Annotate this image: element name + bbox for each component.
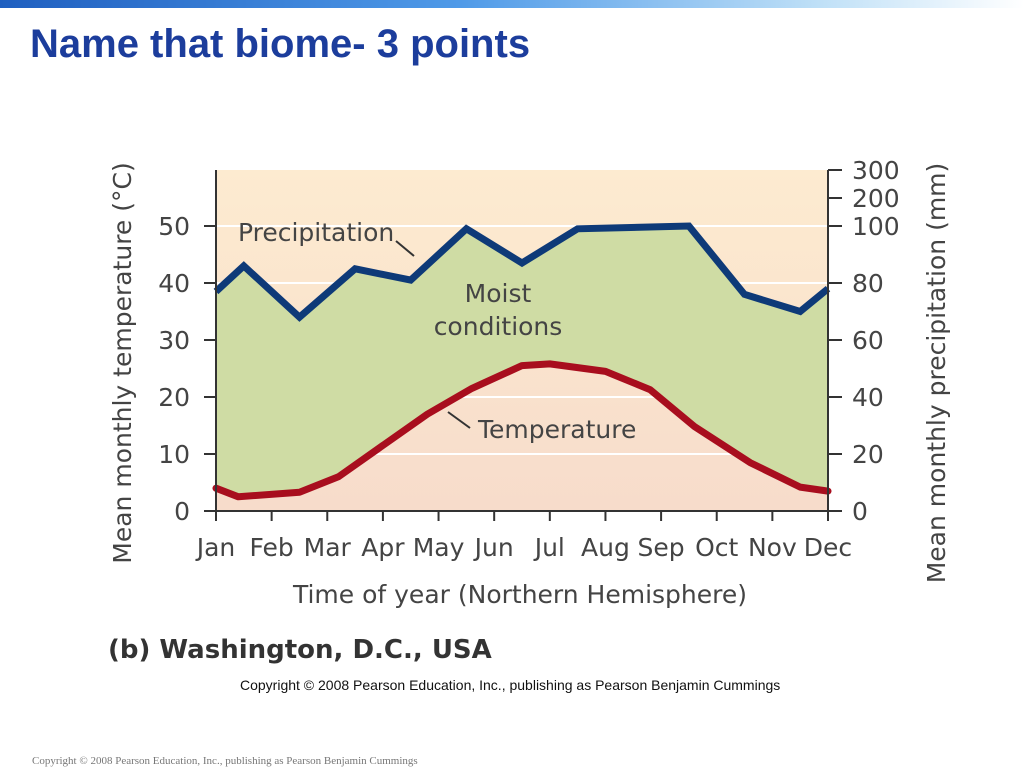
right-axis-title: Mean monthly precipitation (mm) xyxy=(922,163,951,584)
slide-title: Name that biome- 3 points xyxy=(30,22,531,66)
x-axis-title: Time of year (Northern Hemisphere) xyxy=(292,580,747,609)
precipitation-series-line xyxy=(213,222,831,322)
x-tick-label: Apr xyxy=(361,533,405,562)
right-tick-label: 100 xyxy=(852,212,900,241)
moist-conditions-area xyxy=(216,226,828,497)
x-tick-label: Jun xyxy=(473,533,514,562)
right-tick-label: 60 xyxy=(852,326,884,355)
left-axis-title: Mean monthly temperature (°C) xyxy=(108,162,137,563)
x-tick-label: Mar xyxy=(304,533,352,562)
temperature-leader-line xyxy=(447,411,471,429)
right-tick-label: 0 xyxy=(852,497,868,526)
x-tick-label: Oct xyxy=(695,533,738,562)
panel-label: (b) Washington, D.C., USA xyxy=(108,635,492,665)
x-tick-label: Dec xyxy=(804,533,852,562)
x-tick-label: Sep xyxy=(638,533,685,562)
right-tick-label: 40 xyxy=(852,383,884,412)
left-tick-label: 20 xyxy=(158,383,190,412)
x-tick-label: Jan xyxy=(195,533,236,562)
title-accent-bar xyxy=(0,0,1024,8)
temperature-series-line xyxy=(212,360,832,501)
moist-annotation-label: Moist xyxy=(465,279,532,308)
chart-copyright: Copyright © 2008 Pearson Education, Inc.… xyxy=(240,677,781,693)
left-tick-label: 50 xyxy=(158,212,190,241)
right-tick-label: 20 xyxy=(852,440,884,469)
x-tick-label: Aug xyxy=(581,533,630,562)
conditions-annotation-label: conditions xyxy=(434,312,563,341)
left-tick-label: 30 xyxy=(158,326,190,355)
precipitation-leader-line xyxy=(395,240,415,257)
x-tick-label: Jul xyxy=(533,533,565,562)
right-tick-label: 200 xyxy=(852,184,900,213)
x-tick-label: Feb xyxy=(250,533,294,562)
right-tick-label: 300 xyxy=(852,156,900,185)
precipitation-annotation-label: Precipitation xyxy=(238,218,394,247)
footer-copyright: Copyright © 2008 Pearson Education, Inc.… xyxy=(32,755,418,767)
left-tick-label: 0 xyxy=(174,497,190,526)
x-tick-label: May xyxy=(413,533,465,562)
left-tick-label: 10 xyxy=(158,440,190,469)
temperature-annotation-label: Temperature xyxy=(477,415,636,444)
left-tick-label: 40 xyxy=(158,269,190,298)
right-tick-label: 80 xyxy=(852,269,884,298)
x-tick-label: Nov xyxy=(748,533,797,562)
